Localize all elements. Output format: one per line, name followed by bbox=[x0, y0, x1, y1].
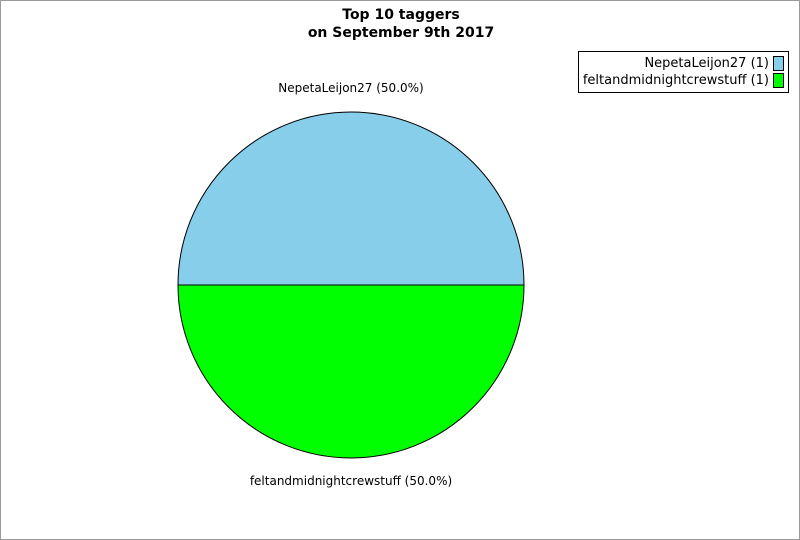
legend: NepetaLeijon27 (1) feltandmidnightcrewst… bbox=[577, 51, 789, 93]
legend-swatch-icon bbox=[773, 56, 784, 71]
chart-title-line1: Top 10 taggers bbox=[342, 7, 460, 23]
pie-slice bbox=[177, 111, 525, 286]
chart-title-line2: on September 9th 2017 bbox=[307, 25, 495, 41]
slice-callout-label: NepetaLeijon27 (50.0%) bbox=[278, 81, 424, 95]
legend-swatch-icon bbox=[773, 73, 784, 88]
legend-label: NepetaLeijon27 (1) bbox=[644, 56, 769, 71]
legend-row: NepetaLeijon27 (1) bbox=[583, 55, 784, 72]
pie-slice bbox=[177, 284, 525, 459]
chart-title: Top 10 taggers on September 9th 2017 bbox=[1, 6, 799, 42]
slice-callout-label: feltandmidnightcrewstuff (50.0%) bbox=[249, 474, 453, 488]
legend-label: feltandmidnightcrewstuff (1) bbox=[582, 73, 769, 88]
pie-chart bbox=[177, 111, 525, 459]
legend-row: feltandmidnightcrewstuff (1) bbox=[583, 72, 784, 89]
